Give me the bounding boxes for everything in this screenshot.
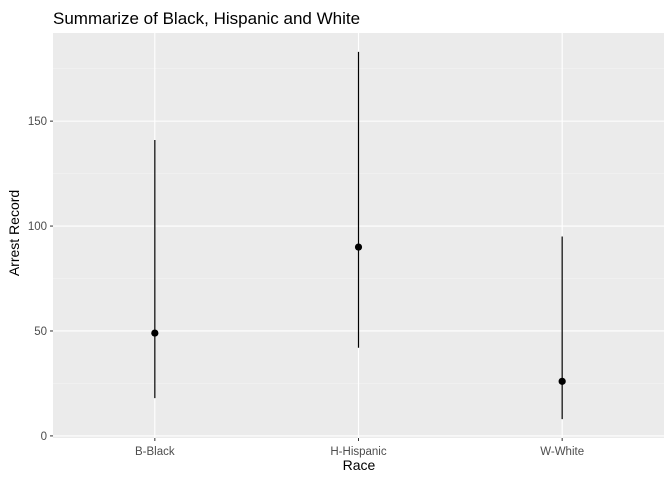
y-tick-label: 100	[28, 221, 47, 233]
y-axis: 0 50 100 150	[28, 116, 53, 443]
x-axis: B-Black H-Hispanic W-White	[135, 438, 584, 458]
data-point	[354, 243, 363, 251]
x-axis-title: Race	[343, 457, 376, 473]
data-point	[151, 329, 159, 337]
data-marks	[151, 51, 566, 420]
y-axis-title: Arrest Record	[6, 190, 22, 276]
y-tick-label: 0	[41, 431, 47, 443]
data-point	[558, 377, 566, 385]
chart-title: Summarize of Black, Hispanic and White	[53, 9, 360, 28]
x-tick-label: W-White	[540, 446, 584, 458]
x-tick-label: B-Black	[135, 446, 175, 458]
y-tick-label: 150	[28, 116, 47, 128]
y-tick-label: 50	[34, 326, 47, 338]
x-tick-label: H-Hispanic	[330, 446, 386, 458]
